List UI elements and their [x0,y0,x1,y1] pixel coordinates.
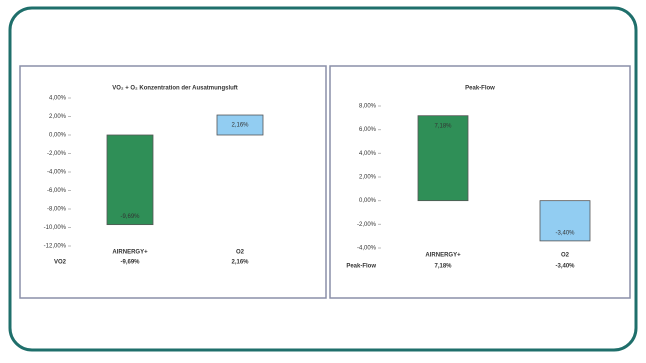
y-tick-label: 2,00% [49,114,67,120]
x-tick-label: O2 [561,253,570,259]
y-tick-label: 6,00% [359,127,377,133]
x-tick-label: AIRNERGY+ [112,250,148,256]
table-cell: 7,18% [434,264,452,270]
x-tick-label: O2 [236,250,245,256]
table-row-label: VO2 [54,260,67,266]
x-tick-label: AIRNERGY+ [425,253,461,259]
y-tick-label: 4,00% [359,151,377,157]
table-cell: 2,16% [231,260,249,266]
y-tick-label: -4,00% [47,170,67,176]
data-label: -3,40% [555,230,575,236]
bar [106,134,154,226]
y-tick-label: -6,00% [47,188,67,194]
table-cell: -9,69% [120,260,140,266]
table-cell: -3,40% [555,264,575,270]
bar [417,115,469,202]
y-tick-label: 4,00% [49,96,67,102]
y-tick-label: 8,00% [359,104,377,110]
data-label: -9,69% [120,214,140,220]
y-tick-label: 0,00% [359,198,377,204]
table-row-label: Peak-Flow [346,264,376,270]
y-tick-label: -4,00% [357,246,377,252]
data-label: 2,16% [231,123,249,129]
chart-title: VO₂ + O₂ Konzentration der Ausatmungsluf… [112,86,238,92]
chart-title: Peak-Flow [465,86,495,92]
y-tick-label: -2,00% [357,222,377,228]
chart-panel [329,65,631,299]
y-tick-label: -8,00% [47,207,67,213]
data-label: 7,18% [434,123,452,129]
y-tick-label: -2,00% [47,151,67,157]
y-tick-label: 0,00% [49,133,67,139]
y-tick-label: -12,00% [44,244,67,250]
chart-panel [19,65,327,299]
bar [539,200,591,242]
y-tick-label: 2,00% [359,175,377,181]
bar [216,114,264,136]
y-tick-label: -10,00% [44,225,67,231]
